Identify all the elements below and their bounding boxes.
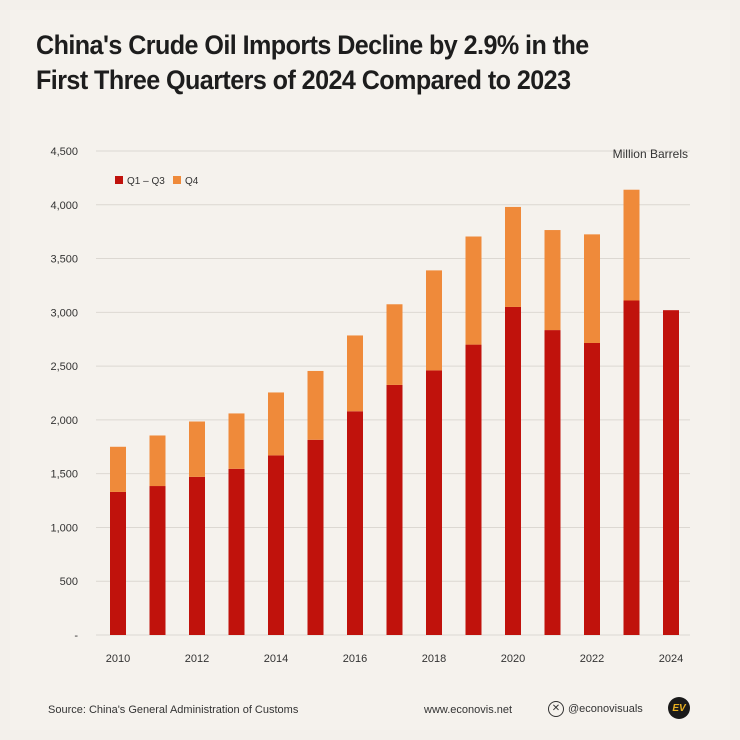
- x-tick-label: 2010: [106, 653, 130, 665]
- y-tick-label: 3,500: [50, 254, 78, 266]
- bar-q1-q3-2023: [623, 300, 640, 635]
- y-tick-label: 4,500: [50, 146, 78, 158]
- bar-q4-2013: [228, 413, 245, 469]
- social-handle-text: @econovisuals: [568, 703, 643, 715]
- bars: [110, 189, 679, 635]
- bar-q1-q3-2019: [465, 344, 482, 635]
- x-tick-label: 2020: [501, 653, 525, 665]
- y-tick-label: 2,500: [50, 361, 78, 373]
- bar-q4-2020: [505, 206, 521, 307]
- chart-title: China's Crude Oil Imports Decline by 2.9…: [36, 28, 631, 98]
- bar-q4-2023: [623, 189, 640, 301]
- x-tick-label: 2012: [185, 653, 209, 665]
- bar-q4-2014: [268, 392, 284, 456]
- x-tick-label: 2016: [343, 653, 367, 665]
- bar-q1-q3-2012: [189, 476, 205, 635]
- legend-swatch: [173, 176, 181, 184]
- bar-q4-2012: [189, 421, 205, 477]
- bar-q4-2017: [386, 304, 403, 385]
- bar-q4-2016: [347, 335, 363, 412]
- legend-label: Q1 – Q3: [127, 176, 165, 187]
- bar-q4-2010: [110, 446, 126, 492]
- website-link[interactable]: www.econovis.net: [424, 704, 513, 716]
- source-note: Source: China's General Administration o…: [48, 704, 299, 716]
- title-line-2: First Three Quarters of 2024 Compared to…: [36, 65, 571, 95]
- bar-q1-q3-2016: [347, 411, 363, 635]
- bar-q1-q3-2014: [268, 455, 284, 635]
- bar-q1-q3-2022: [584, 342, 600, 635]
- bar-q4-2011: [149, 435, 166, 487]
- bar-q1-q3-2020: [505, 306, 521, 635]
- y-tick-label: 1,500: [50, 469, 78, 481]
- ev-logo: EV: [668, 697, 690, 719]
- bar-q1-q3-2021: [544, 330, 561, 635]
- bar-q1-q3-2018: [426, 370, 442, 635]
- bar-q1-q3-2017: [386, 384, 403, 635]
- x-tick-label: 2018: [422, 653, 446, 665]
- y-tick-label: 3,000: [50, 307, 78, 319]
- y-tick-label: 1,000: [50, 522, 78, 534]
- chart-frame: [10, 10, 730, 730]
- x-tick-label: 2024: [659, 653, 683, 665]
- y-tick-label: 2,000: [50, 415, 78, 427]
- x-axis-ticks: 2010 2012 2014 2016 2018 2020 2022 2024: [106, 653, 683, 665]
- bar-q1-q3-2024: [663, 310, 679, 635]
- bar-q1-q3-2013: [228, 468, 245, 635]
- legend: Q1 – Q3 Q4: [115, 176, 199, 187]
- y-tick-label: 500: [60, 576, 78, 588]
- bar-q1-q3-2011: [149, 486, 166, 635]
- y-axis-ticks: - 500 1,000 1,500 2,000 2,500 3,000 3,500 4,000 4…: [50, 146, 78, 642]
- legend-label: Q4: [185, 176, 199, 187]
- bar-q4-2015: [307, 370, 324, 440]
- social-handle[interactable]: ✕ @econovisuals: [548, 699, 643, 719]
- bar-q1-q3-2010: [110, 491, 126, 635]
- bar-q1-q3-2015: [307, 439, 324, 635]
- bar-q4-2018: [426, 270, 442, 371]
- bar-q4-2019: [465, 236, 482, 345]
- x-tick-label: 2014: [264, 653, 288, 665]
- legend-swatch: [115, 176, 123, 184]
- x-icon: ✕: [548, 701, 564, 717]
- bar-q4-2022: [584, 234, 600, 343]
- bar-q4-2021: [544, 230, 561, 331]
- unit-label: Million Barrels: [613, 147, 688, 161]
- x-tick-label: 2022: [580, 653, 604, 665]
- y-tick-label: -: [74, 630, 78, 642]
- y-tick-label: 4,000: [50, 200, 78, 212]
- title-line-1: China's Crude Oil Imports Decline by 2.9…: [36, 30, 589, 60]
